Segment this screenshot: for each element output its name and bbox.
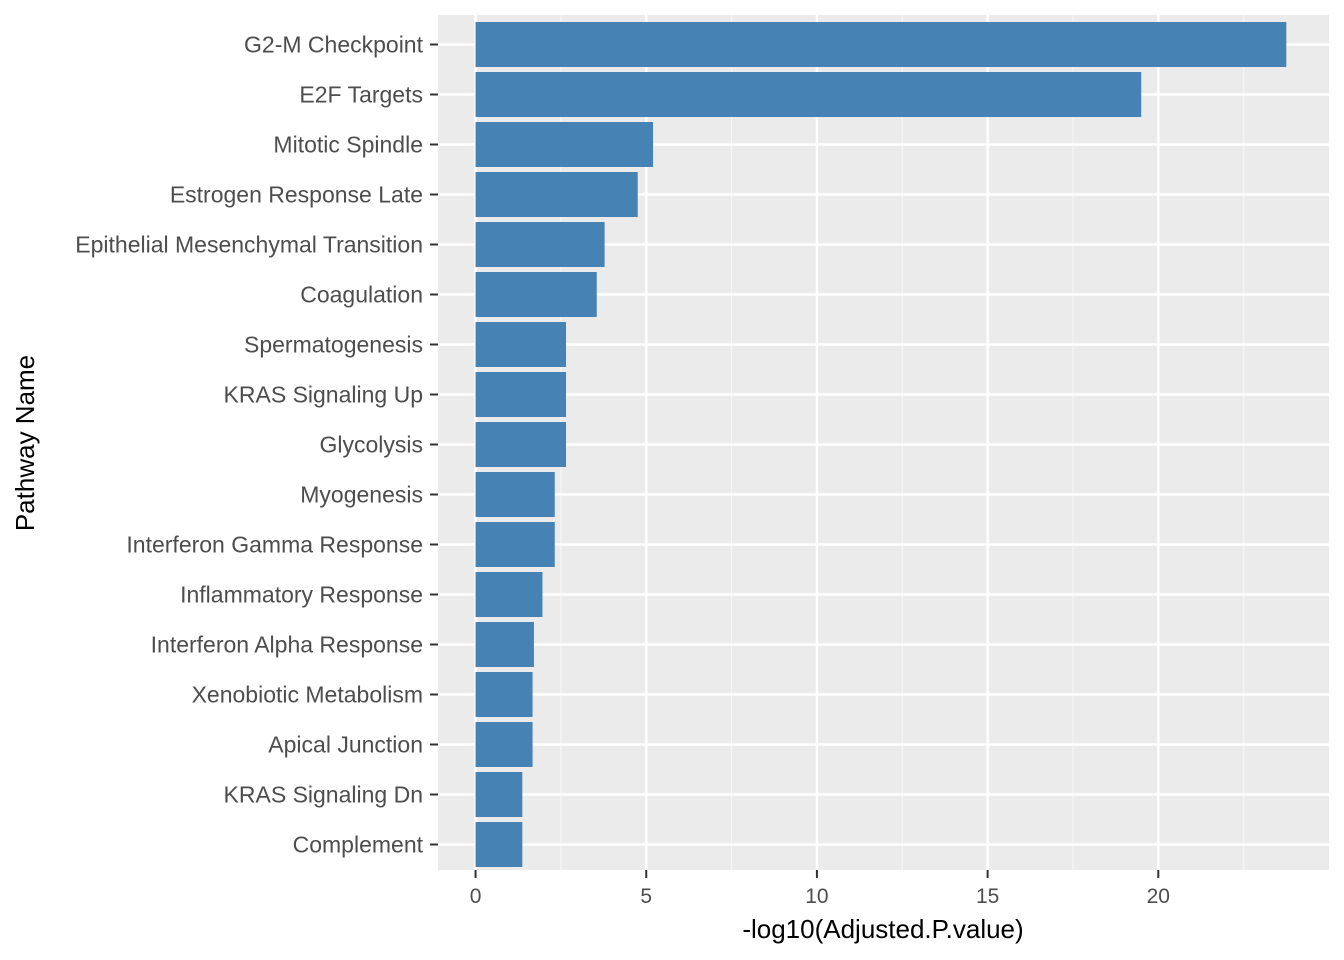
y-tick-label: KRAS Signaling Up	[224, 382, 423, 408]
y-tick-label: Myogenesis	[300, 482, 423, 508]
bar	[475, 822, 523, 867]
x-tick-label: 0	[470, 885, 482, 908]
x-tick-label: 15	[976, 885, 999, 908]
y-tick-label: Epithelial Mesenchymal Transition	[75, 232, 423, 258]
x-axis: 0 5 10 15 20	[470, 870, 1170, 908]
x-tick-label: 20	[1147, 885, 1170, 908]
bar	[475, 672, 533, 717]
x-axis-title: -log10(Adjusted.P.value)	[742, 914, 1023, 944]
bar	[475, 622, 534, 667]
bar	[475, 272, 597, 317]
y-tick-label: Interferon Gamma Response	[126, 532, 423, 558]
y-tick-label: Glycolysis	[319, 432, 423, 458]
y-tick-label: G2-M Checkpoint	[244, 32, 424, 58]
bar	[475, 772, 523, 817]
y-tick-label: Estrogen Response Late	[170, 182, 423, 208]
bar	[475, 572, 543, 617]
x-tick-label: 5	[640, 885, 652, 908]
bar	[475, 122, 654, 167]
y-tick-label: Inflammatory Response	[180, 582, 423, 608]
y-axis-title: Pathway Name	[10, 355, 40, 531]
y-tick-label: E2F Targets	[299, 82, 423, 108]
y-tick-label: KRAS Signaling Dn	[224, 782, 423, 808]
y-tick-label: Coagulation	[300, 282, 423, 308]
bar	[475, 172, 638, 217]
bar	[475, 522, 555, 567]
y-tick-label: Apical Junction	[268, 732, 423, 758]
bar	[475, 72, 1142, 117]
y-tick-label: Interferon Alpha Response	[151, 632, 423, 658]
x-tick-label: 10	[805, 885, 828, 908]
bar	[475, 722, 533, 767]
bar	[475, 322, 567, 367]
y-tick-label: Mitotic Spindle	[273, 132, 423, 158]
y-axis: G2-M Checkpoint E2F Targets Mitotic Spindl…	[75, 32, 438, 858]
bar	[475, 422, 567, 467]
bar	[475, 372, 567, 417]
bars	[475, 22, 1287, 867]
y-tick-label: Spermatogenesis	[244, 332, 423, 358]
bar	[475, 472, 555, 517]
bar	[475, 222, 605, 267]
y-tick-label: Xenobiotic Metabolism	[192, 682, 423, 708]
y-tick-label: Complement	[293, 832, 424, 858]
bar	[475, 22, 1287, 67]
